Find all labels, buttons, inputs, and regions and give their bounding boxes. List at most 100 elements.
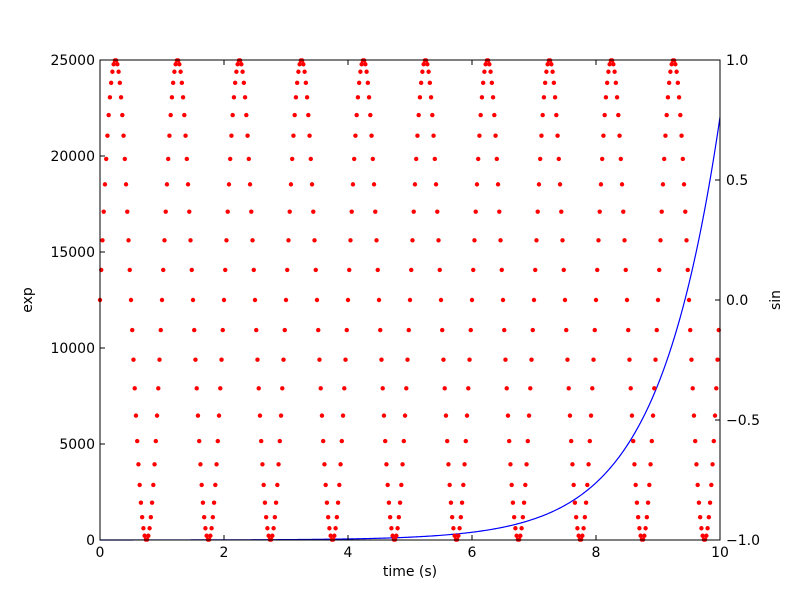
- sin-data-point: [684, 238, 689, 243]
- sin-data-point: [662, 156, 667, 162]
- sin-data-point: [499, 267, 504, 273]
- sin-data-point: [283, 297, 289, 303]
- sin-data-point: [709, 482, 714, 488]
- sin-data-point: [384, 462, 389, 467]
- sin-data-point: [410, 238, 415, 243]
- sin-data-point: [118, 95, 124, 100]
- sin-data-point: [325, 514, 331, 520]
- sin-data-point: [292, 112, 297, 118]
- sin-data-point: [497, 209, 502, 214]
- sin-data-point: [467, 357, 472, 362]
- sin-data-point: [409, 267, 414, 273]
- sin-data-point: [567, 413, 573, 418]
- sin-data-point: [364, 69, 369, 74]
- sin-data-point: [228, 156, 233, 162]
- sin-data-point: [172, 69, 177, 74]
- sin-data-point: [193, 357, 198, 362]
- sin-data-point: [296, 69, 301, 74]
- sin-data-point: [514, 533, 519, 538]
- sin-data-point: [280, 386, 285, 391]
- sin-data-point: [445, 438, 450, 444]
- sin-data-point: [213, 482, 218, 488]
- sin-data-point: [358, 69, 363, 74]
- sin-data-point: [262, 500, 268, 505]
- sin-data-point: [380, 386, 385, 391]
- sin-data-point: [190, 297, 196, 303]
- sin-data-point: [426, 69, 431, 74]
- sin-data-point: [374, 238, 379, 243]
- sin-data-point: [541, 95, 547, 100]
- sin-data-point: [142, 533, 147, 538]
- sin-data-point: [368, 112, 373, 118]
- sin-data-point: [653, 357, 658, 362]
- y-left-tick-label: 0: [86, 533, 95, 549]
- sin-data-point: [498, 238, 503, 243]
- sin-data-point: [538, 156, 543, 162]
- sin-data-point: [638, 533, 643, 538]
- sin-data-point: [337, 482, 342, 488]
- sin-data-point: [220, 327, 225, 333]
- sin-data-point: [694, 462, 699, 467]
- sin-data-point: [275, 482, 280, 488]
- sin-data-point: [643, 526, 648, 531]
- sin-data-point: [659, 209, 664, 214]
- sin-data-point: [580, 533, 585, 538]
- sin-data-point: [449, 514, 455, 520]
- sin-data-point: [624, 297, 630, 303]
- sin-data-point: [489, 80, 495, 86]
- sin-data-point: [585, 482, 590, 488]
- sin-data-point: [139, 514, 145, 520]
- sin-data-point: [476, 156, 481, 162]
- sin-data-point: [442, 386, 447, 391]
- sin-data-point: [152, 462, 157, 467]
- sin-data-point: [255, 357, 260, 362]
- sin-data-point: [693, 438, 698, 444]
- sin-data-point: [607, 62, 612, 67]
- sin-data-point: [294, 80, 300, 86]
- sin-data-point: [286, 238, 291, 243]
- sin-data-point: [106, 112, 111, 118]
- sin-data-point: [288, 182, 294, 187]
- sin-data-point: [170, 80, 176, 86]
- sin-data-point: [270, 533, 275, 538]
- sin-data-point: [540, 112, 545, 118]
- sin-data-point: [570, 462, 575, 467]
- sin-data-point: [328, 533, 333, 538]
- sin-data-point: [355, 95, 361, 100]
- sin-data-point: [146, 533, 151, 538]
- sin-data-point: [685, 267, 690, 273]
- sin-data-point: [302, 69, 307, 74]
- sin-data-point: [715, 357, 720, 362]
- sin-data-point: [250, 238, 255, 243]
- sin-data-point: [303, 80, 309, 86]
- x-tick-label: 6: [468, 545, 477, 561]
- sin-data-point: [399, 482, 404, 488]
- sin-data-point: [345, 297, 351, 303]
- sin-data-point: [234, 69, 239, 74]
- sin-data-point: [230, 112, 235, 118]
- sin-data-point: [666, 80, 672, 86]
- sin-data-point: [554, 112, 559, 118]
- sin-data-point: [115, 62, 120, 67]
- sin-data-point: [502, 327, 507, 333]
- sin-data-point: [402, 413, 408, 418]
- sin-data-point: [420, 69, 425, 74]
- sin-data-point: [686, 297, 692, 303]
- sin-data-point: [520, 514, 526, 520]
- x-tick-label: 8: [592, 545, 601, 561]
- sin-data-point: [463, 438, 468, 444]
- sin-data-point: [652, 386, 657, 391]
- sin-data-point: [251, 267, 256, 273]
- sin-data-point: [308, 156, 313, 162]
- sin-data-point: [318, 386, 323, 391]
- sin-data-point: [611, 62, 616, 67]
- sin-data-point: [479, 95, 485, 100]
- sin-data-point: [618, 156, 623, 162]
- sin-data-point: [231, 95, 237, 100]
- sin-data-point: [244, 112, 249, 118]
- sin-data-point: [492, 112, 497, 118]
- sin-data-point: [500, 297, 506, 303]
- sin-data-point: [197, 438, 202, 444]
- sin-data-point: [480, 80, 486, 86]
- sin-data-point: [521, 500, 527, 505]
